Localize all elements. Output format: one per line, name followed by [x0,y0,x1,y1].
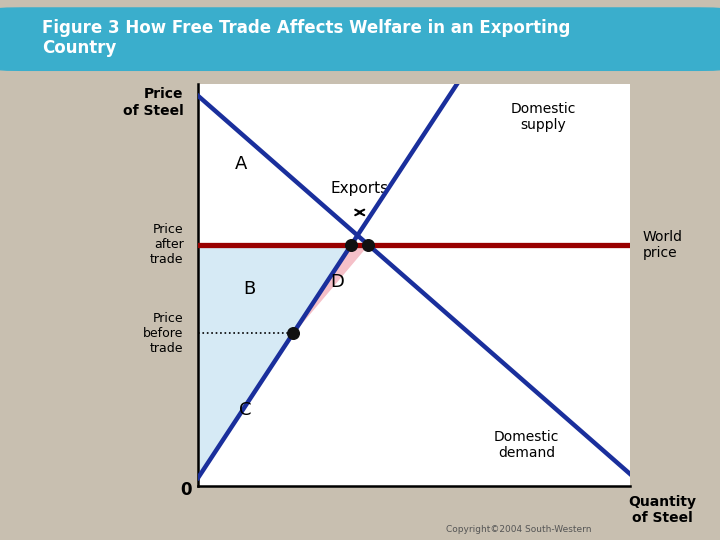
Text: Price
of Steel: Price of Steel [123,87,184,118]
Text: C: C [239,401,252,418]
Polygon shape [198,245,351,486]
Text: Exports: Exports [330,181,389,197]
Text: Domestic
demand: Domestic demand [494,430,559,460]
Text: D: D [330,273,344,291]
Text: A: A [235,155,248,173]
Text: Price
after
trade: Price after trade [150,223,184,266]
Text: Figure 3 How Free Trade Affects Welfare in an Exporting
Country: Figure 3 How Free Trade Affects Welfare … [42,18,570,57]
Text: Price
before
trade: Price before trade [143,312,184,355]
Point [287,329,299,338]
Text: Domestic
supply: Domestic supply [511,102,576,132]
Point [346,240,357,249]
Text: Copyright©2004 South-Western: Copyright©2004 South-Western [446,524,591,534]
Text: 0: 0 [180,481,192,500]
Point [362,240,374,249]
Polygon shape [293,245,368,333]
FancyBboxPatch shape [0,8,720,70]
Text: B: B [243,280,256,298]
Text: World
price: World price [643,230,683,260]
Text: Quantity
of Steel: Quantity of Steel [629,495,696,525]
